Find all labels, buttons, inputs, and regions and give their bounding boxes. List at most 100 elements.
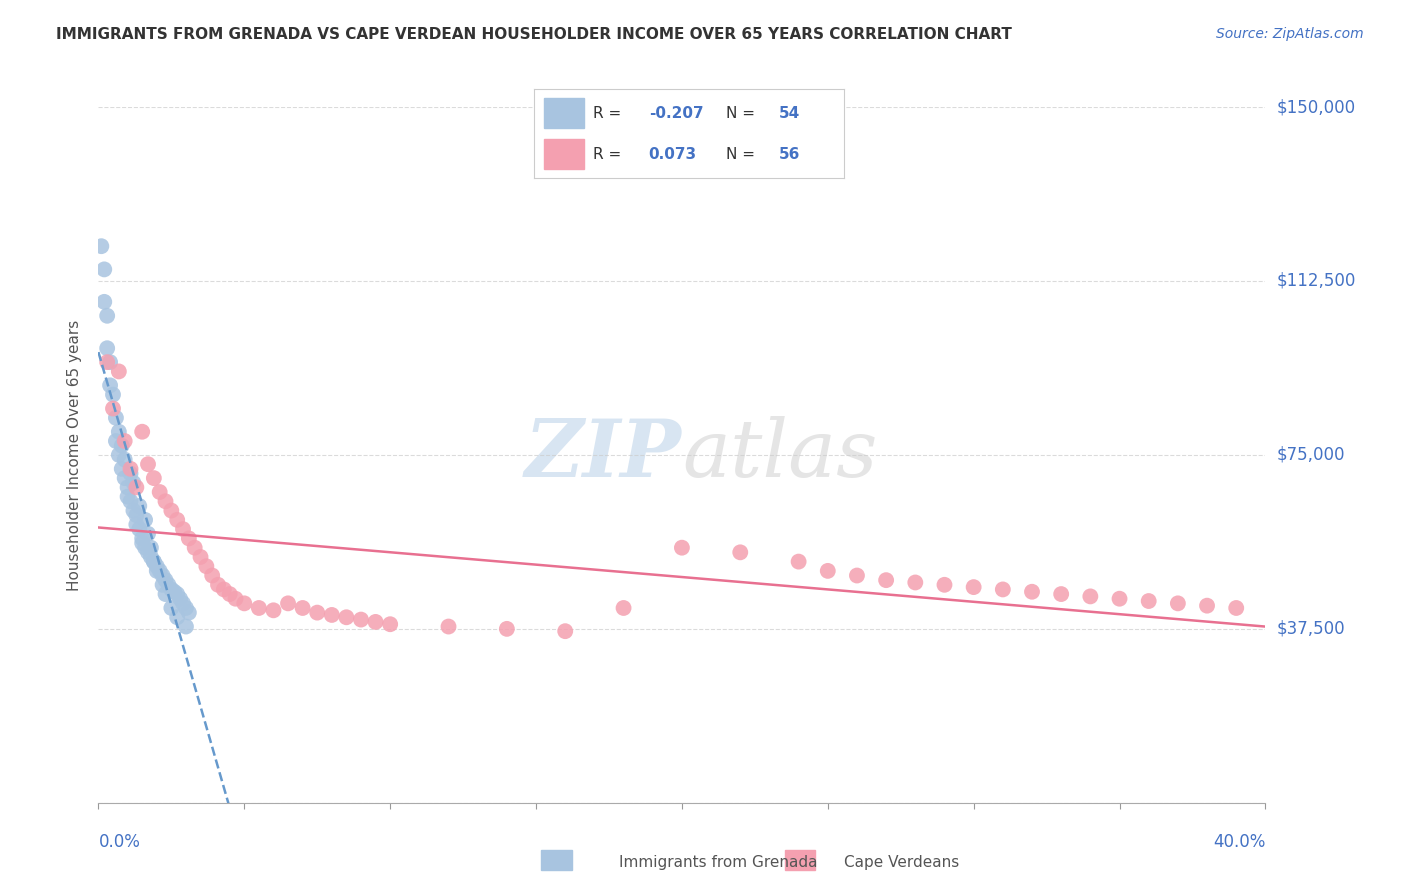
Point	[122, 503, 145, 517]
Text: 0.073: 0.073	[648, 147, 697, 161]
Text: Immigrants from Grenada: Immigrants from Grenada	[619, 855, 817, 870]
Point	[172, 596, 194, 610]
Point	[125, 508, 148, 523]
Point	[904, 575, 927, 590]
Y-axis label: Householder Income Over 65 years: Householder Income Over 65 years	[67, 319, 83, 591]
Point	[114, 471, 136, 485]
Text: -0.207: -0.207	[648, 106, 703, 120]
Point	[155, 573, 177, 587]
Point	[142, 471, 165, 485]
Point	[139, 549, 162, 564]
Point	[146, 559, 169, 574]
Text: $37,500: $37,500	[1277, 620, 1346, 638]
Point	[350, 613, 373, 627]
Point	[111, 439, 134, 453]
Point	[131, 425, 153, 439]
Point	[128, 522, 150, 536]
Point	[136, 457, 159, 471]
Point	[114, 434, 136, 448]
Point	[495, 622, 517, 636]
Point	[134, 541, 156, 555]
Text: R =: R =	[593, 147, 631, 161]
Point	[111, 462, 134, 476]
Point	[1225, 601, 1247, 615]
Point	[554, 624, 576, 639]
Point	[262, 603, 284, 617]
Point	[183, 541, 205, 555]
Point	[335, 610, 357, 624]
Point	[93, 262, 115, 277]
Point	[136, 545, 159, 559]
Text: N =: N =	[725, 106, 759, 120]
Point	[160, 601, 183, 615]
Point	[212, 582, 235, 597]
Point	[120, 494, 142, 508]
Point	[177, 532, 200, 546]
Point	[201, 568, 224, 582]
Point	[101, 401, 124, 416]
Point	[122, 475, 145, 490]
Point	[321, 607, 343, 622]
Point	[93, 294, 115, 309]
Text: 56: 56	[779, 147, 800, 161]
Point	[875, 573, 897, 587]
Point	[177, 606, 200, 620]
Point	[1080, 590, 1102, 604]
Point	[172, 522, 194, 536]
Point	[437, 619, 460, 633]
Point	[136, 526, 159, 541]
Text: $75,000: $75,000	[1277, 446, 1346, 464]
Point	[152, 568, 174, 582]
Point	[98, 378, 121, 392]
Text: Cape Verdeans: Cape Verdeans	[844, 855, 959, 870]
Point	[90, 239, 112, 253]
Point	[146, 564, 169, 578]
Point	[131, 532, 153, 546]
Point	[991, 582, 1014, 597]
Point	[166, 610, 188, 624]
Text: 54: 54	[779, 106, 800, 120]
Point	[108, 364, 131, 378]
Point	[134, 513, 156, 527]
Point	[96, 309, 118, 323]
Text: $112,500: $112,500	[1277, 272, 1355, 290]
Point	[728, 545, 751, 559]
Point	[117, 490, 139, 504]
Point	[104, 410, 127, 425]
Point	[104, 434, 127, 448]
Point	[139, 541, 162, 555]
Point	[307, 606, 329, 620]
Point	[1050, 587, 1073, 601]
Point	[277, 596, 299, 610]
FancyBboxPatch shape	[544, 98, 583, 128]
Point	[169, 591, 191, 606]
Point	[114, 452, 136, 467]
Point	[934, 578, 956, 592]
Text: Source: ZipAtlas.com: Source: ZipAtlas.com	[1216, 27, 1364, 41]
Point	[1108, 591, 1130, 606]
Point	[218, 587, 240, 601]
Point	[364, 615, 387, 629]
Point	[108, 448, 131, 462]
Point	[166, 587, 188, 601]
Point	[166, 513, 188, 527]
Point	[163, 584, 186, 599]
Point	[149, 564, 172, 578]
Point	[247, 601, 270, 615]
Point	[120, 462, 142, 476]
Point	[1195, 599, 1218, 613]
Point	[962, 580, 984, 594]
FancyBboxPatch shape	[544, 139, 583, 169]
Point	[174, 619, 197, 633]
Text: R =: R =	[593, 106, 626, 120]
Text: N =: N =	[725, 147, 759, 161]
Text: atlas: atlas	[682, 417, 877, 493]
Point	[142, 555, 165, 569]
Point	[125, 480, 148, 494]
Point	[128, 499, 150, 513]
Point	[291, 601, 314, 615]
Text: 0.0%: 0.0%	[98, 833, 141, 851]
Point	[96, 355, 118, 369]
Point	[125, 517, 148, 532]
Point	[233, 596, 256, 610]
